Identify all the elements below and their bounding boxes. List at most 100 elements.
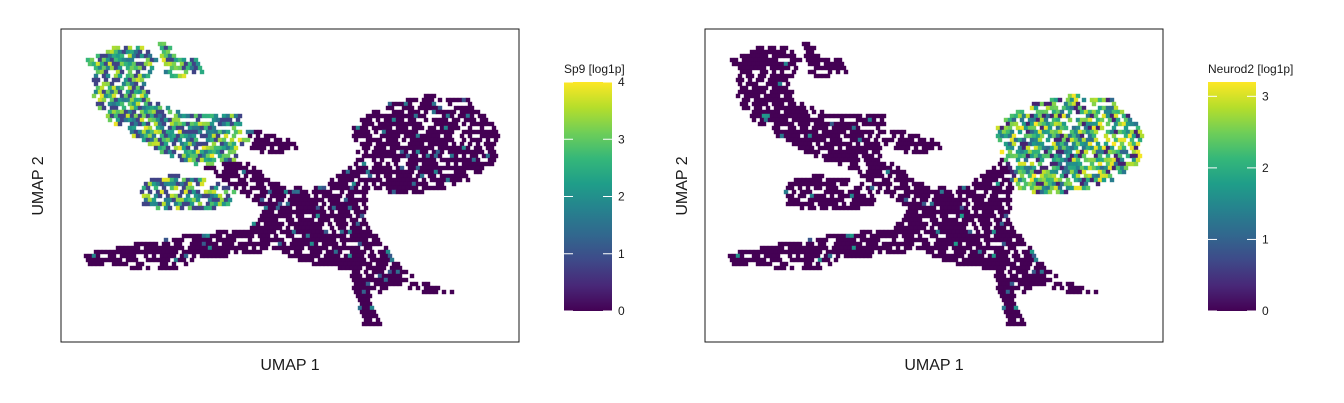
hexbin-point <box>337 201 343 207</box>
hexbin-point <box>915 213 921 219</box>
hexbin-point <box>433 185 439 191</box>
hexbin-point <box>455 165 461 171</box>
hexbin-point <box>347 173 353 179</box>
hexbin-point <box>1097 177 1103 183</box>
hexbin-point <box>269 209 275 215</box>
hexbin-point <box>863 141 869 147</box>
hexbin-point <box>999 165 1005 171</box>
hexbin-point <box>409 161 415 167</box>
hexbin-point <box>117 97 123 103</box>
hexbin-point <box>1045 169 1051 175</box>
hexbin-point <box>857 137 863 143</box>
hexbin-point <box>841 177 847 183</box>
colorbar <box>1208 82 1256 311</box>
hexbin-point <box>911 221 917 227</box>
hexbin-point <box>1037 145 1043 151</box>
hexbin-point <box>761 89 767 95</box>
hexbin-point <box>903 229 909 235</box>
hexbin-point <box>745 81 751 87</box>
hexbin-point <box>831 245 837 251</box>
hexbin-point <box>369 113 375 119</box>
hexbin-point <box>145 265 151 271</box>
hexbin-points-sp9 <box>83 41 501 327</box>
hexbin-point <box>945 233 951 239</box>
hexbin-point <box>129 121 135 127</box>
hexbin-point <box>153 105 159 111</box>
hexbin-point <box>785 121 791 127</box>
hexbin-point <box>749 249 755 255</box>
hexbin-point <box>945 225 951 231</box>
hexbin-point <box>1085 145 1091 151</box>
hexbin-point <box>913 145 919 151</box>
hexbin-point <box>827 197 833 203</box>
hexbin-point <box>197 201 203 207</box>
hexbin-point <box>185 185 191 191</box>
hexbin-point <box>937 249 943 255</box>
hexbin-point <box>295 245 301 251</box>
hexbin-point <box>147 245 153 251</box>
hexbin-point <box>741 105 747 111</box>
hexbin-point <box>873 169 879 175</box>
hexbin-point <box>245 161 251 167</box>
hexbin-point <box>413 281 419 287</box>
hexbin-point <box>157 177 163 183</box>
hexbin-point <box>219 245 225 251</box>
hexbin-point <box>263 213 269 219</box>
hexbin-point <box>1031 269 1037 275</box>
hexbin-point <box>163 189 169 195</box>
hexbin-point <box>1057 97 1063 103</box>
hexbin-point <box>293 185 299 191</box>
hexbin-point <box>823 197 829 203</box>
hexbin-point <box>1037 121 1043 127</box>
hexbin-point <box>119 245 125 251</box>
hexbin-point <box>215 173 221 179</box>
hexbin-point <box>417 113 423 119</box>
hexbin-point <box>1029 161 1035 167</box>
hexbin-point <box>851 197 857 203</box>
hexbin-point <box>1023 133 1029 139</box>
hexbin-point <box>193 113 199 119</box>
hexbin-point <box>973 201 979 207</box>
hexbin-point <box>973 185 979 191</box>
hexbin-point <box>863 149 869 155</box>
hexbin-point <box>937 185 943 191</box>
hexbin-point <box>355 197 361 203</box>
hexbin-point <box>1055 189 1061 195</box>
hexbin-point <box>843 205 849 211</box>
hexbin-point <box>369 265 375 271</box>
hexbin-point <box>207 245 213 251</box>
hexbin-point <box>231 229 237 235</box>
hexbin-point <box>429 169 435 175</box>
hexbin-point <box>817 193 823 199</box>
hexbin-point <box>917 137 923 143</box>
hexbin-point <box>179 237 185 243</box>
hexbin-point <box>959 205 965 211</box>
hexbin-point <box>465 129 471 135</box>
hexbin-point <box>275 237 281 243</box>
hexbin-point <box>943 237 949 243</box>
hexbin-point <box>943 245 949 251</box>
hexbin-point <box>815 173 821 179</box>
hexbin-point <box>201 121 207 127</box>
hexbin-point <box>979 197 985 203</box>
hexbin-point <box>1027 125 1033 131</box>
hexbin-point <box>185 193 191 199</box>
hexbin-point <box>855 205 861 211</box>
hexbin-point <box>939 237 945 243</box>
hexbin-point <box>803 45 809 51</box>
hexbin-point <box>853 185 859 191</box>
hexbin-point <box>301 217 307 223</box>
hexbin-point <box>985 217 991 223</box>
hexbin-point <box>449 113 455 119</box>
hexbin-point <box>131 133 137 139</box>
hexbin-point <box>1035 133 1041 139</box>
hexbin-point <box>867 133 873 139</box>
hexbin-point <box>171 117 177 123</box>
hexbin-point <box>383 253 389 259</box>
hexbin-point <box>365 177 371 183</box>
hexbin-point <box>1075 141 1081 147</box>
hexbin-point <box>955 197 961 203</box>
hexbin-point <box>763 53 769 59</box>
hexbin-point <box>267 189 273 195</box>
hexbin-point <box>249 185 255 191</box>
